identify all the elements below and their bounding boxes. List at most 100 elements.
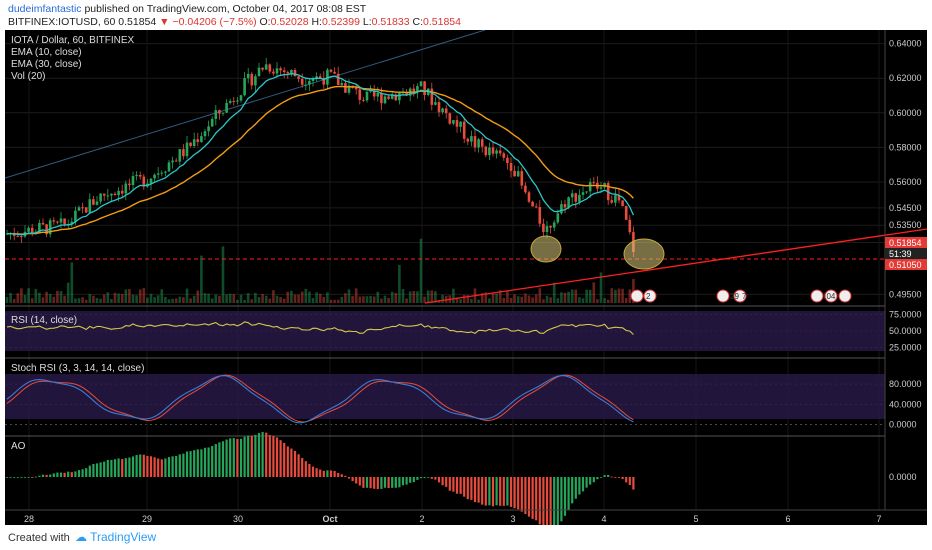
candle-body <box>196 139 200 142</box>
volume-bar <box>275 295 279 303</box>
volume-bar <box>455 297 459 303</box>
close-value: 0.51854 <box>423 16 461 28</box>
ao-bar <box>365 477 369 488</box>
volume-bar <box>344 293 347 303</box>
volume-bar <box>88 294 92 303</box>
volume-bar <box>92 295 95 303</box>
volume-bar <box>513 294 516 303</box>
candle-body <box>41 222 45 225</box>
ao-bar <box>416 477 419 480</box>
volume-bar <box>272 290 275 303</box>
author-link[interactable]: dudeimfantastic <box>8 3 82 15</box>
candle-body <box>488 147 491 156</box>
chart-canvas[interactable]: 0.64000 0.62000 0.60000 0.58000 0.56000 0.545… <box>4 29 928 529</box>
volume-bar <box>203 293 207 303</box>
ao-bar <box>617 477 621 478</box>
ao-bar <box>308 463 311 477</box>
ao-bar <box>571 477 574 504</box>
tradingview-logo[interactable]: ☁ TradingView <box>75 530 156 544</box>
volume-bar <box>164 296 167 303</box>
ao-bar <box>452 477 455 492</box>
ao-bar <box>347 477 351 479</box>
event-badge-1[interactable]: 2 <box>630 289 657 303</box>
pane-tick-label: 40.0000 <box>889 399 922 409</box>
volume-bar <box>146 297 149 303</box>
ao-bar <box>581 477 585 492</box>
ao-bar <box>193 450 196 477</box>
volume-bar <box>59 291 63 303</box>
low-value: 0.51833 <box>371 16 410 28</box>
ao-bar <box>409 477 412 483</box>
ao-bar <box>167 457 171 477</box>
cloud-icon: ☁ <box>75 530 87 544</box>
rsi-title: RSI (14, close) <box>11 315 77 326</box>
ao-bar <box>560 477 563 522</box>
volume-bar <box>304 288 308 303</box>
volume-bar <box>56 290 59 303</box>
candle-body <box>416 86 419 93</box>
volume-bar <box>185 288 189 303</box>
candle-body <box>45 224 48 235</box>
ao-bar <box>13 477 16 478</box>
volume-bar <box>128 289 131 303</box>
volume-bar <box>585 289 588 303</box>
ao-bar <box>596 477 599 480</box>
volume-bar <box>430 290 434 303</box>
volume-bar <box>365 296 369 303</box>
price-tick-label: 0.64000 <box>889 39 922 49</box>
symbol-label: BITFINEX:IOTUSD, 60 <box>8 16 116 28</box>
candle-body <box>516 171 520 177</box>
volume-bar <box>556 298 560 303</box>
stoch-k-line <box>6 375 634 424</box>
ao-bar <box>20 477 23 478</box>
candle-body <box>448 113 452 124</box>
candle-body <box>567 197 570 208</box>
volume-bar <box>524 293 527 303</box>
ao-bar <box>337 472 340 477</box>
volume-bar <box>290 290 293 303</box>
last-price-tag <box>885 237 927 248</box>
ao-bar <box>59 472 63 477</box>
volume-bar <box>41 297 45 303</box>
event-badge-3[interactable]: 104 <box>810 289 852 303</box>
volume-bar <box>502 297 506 303</box>
down-arrow-icon: ▼ <box>159 16 170 28</box>
ao-bar <box>211 445 214 477</box>
volume-bar <box>419 238 423 303</box>
candle-body <box>617 195 621 201</box>
candle-body <box>513 170 516 177</box>
stoch-title: Stoch RSI (3, 3, 14, 14, close) <box>11 363 144 374</box>
volume-bar <box>264 295 268 303</box>
volume-bar <box>110 299 113 303</box>
volume-bar <box>131 294 135 303</box>
candle-body <box>444 108 448 114</box>
low-label: L: <box>362 16 372 28</box>
trend-line-support[interactable] <box>424 228 928 304</box>
volume-bar <box>567 291 570 303</box>
ao-bar <box>473 477 477 503</box>
ao-bar <box>67 471 70 477</box>
time-tick-label: 5 <box>693 514 698 524</box>
event-badge-2[interactable]: 29 7 <box>716 289 747 303</box>
candle-body <box>113 193 117 196</box>
chart-area[interactable]: 0.64000 0.62000 0.60000 0.58000 0.56000 0.545… <box>4 29 928 529</box>
volume-bar <box>466 295 470 303</box>
volume-bar <box>383 295 387 303</box>
ao-bar <box>574 477 577 499</box>
time-tick-label: Oct <box>322 514 337 524</box>
ao-bar <box>412 477 415 483</box>
candle-body <box>354 87 358 90</box>
ao-bar <box>463 477 466 497</box>
highlight-circle-2[interactable] <box>623 238 665 270</box>
candle-body <box>174 160 178 162</box>
candle-body <box>232 100 236 102</box>
highlight-circle-1[interactable] <box>530 235 562 263</box>
candle-body <box>120 190 124 194</box>
price-tick-label: 0.62000 <box>889 73 922 83</box>
volume-bar <box>243 299 246 303</box>
volume-bar <box>12 299 16 303</box>
ao-bar <box>466 477 469 500</box>
candle-body <box>322 77 326 85</box>
ao-bar <box>207 447 210 477</box>
ao-bar <box>164 458 167 477</box>
